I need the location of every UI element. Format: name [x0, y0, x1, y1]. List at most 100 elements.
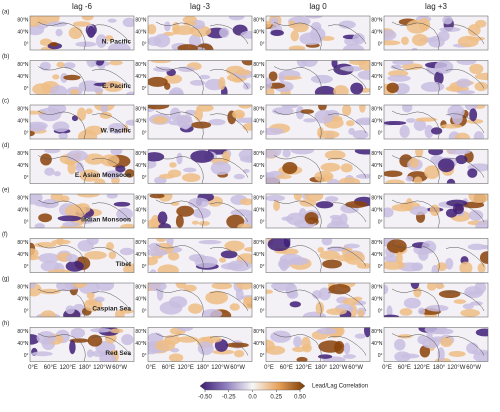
correlation-blob [315, 301, 325, 315]
correlation-blob [466, 118, 484, 124]
coastline [391, 21, 485, 50]
correlation-blob [86, 60, 97, 68]
correlation-blob [317, 246, 324, 253]
correlation-blob [273, 200, 281, 212]
correlation-blob [440, 123, 462, 129]
correlation-blob [84, 251, 107, 260]
y-label: 0° [260, 264, 265, 270]
correlation-blob [467, 243, 487, 251]
map-frame [147, 60, 253, 95]
coastline [37, 333, 131, 362]
correlation-blob [406, 118, 416, 123]
correlation-blob [49, 85, 68, 95]
correlation-blob [77, 240, 94, 252]
map-panel [265, 149, 371, 184]
y-label: 0° [24, 86, 29, 92]
y-label: 80°N [135, 329, 147, 335]
correlation-blob [446, 178, 456, 184]
map-frame [147, 327, 253, 362]
correlation-blob [168, 251, 180, 261]
field [391, 327, 488, 362]
correlation-blob [66, 150, 88, 162]
region-name: Red Sea [105, 350, 131, 357]
map-panel [29, 282, 135, 318]
map-frame [383, 238, 489, 273]
correlation-blob [30, 110, 45, 115]
correlation-blob [437, 158, 455, 173]
map-frame [29, 60, 135, 95]
map-panel [147, 238, 253, 273]
correlation-blob [342, 44, 365, 50]
y-label: 80°N [371, 17, 383, 23]
correlation-blob [411, 33, 428, 47]
x-label: 0°E [382, 365, 392, 371]
map-panel [147, 193, 253, 229]
x-label: 60°E [44, 365, 57, 371]
correlation-blob [192, 207, 211, 219]
row-letter: (c) [2, 99, 9, 105]
correlation-blob [123, 263, 134, 273]
correlation-blob [457, 35, 479, 48]
correlation-blob [384, 207, 394, 218]
correlation-blob [175, 214, 184, 228]
y-label: 0° [142, 353, 147, 359]
y-label: 0° [142, 219, 147, 225]
correlation-blob [354, 333, 366, 339]
correlation-blob [53, 171, 61, 177]
correlation-blob [56, 238, 64, 246]
map-frame [147, 193, 253, 229]
correlation-blob [57, 215, 82, 222]
row-letter: (d) [2, 143, 9, 149]
correlation-blob [237, 223, 252, 228]
correlation-blob [190, 150, 214, 163]
correlation-blob [278, 74, 286, 82]
correlation-blob [399, 308, 413, 316]
correlation-blob [95, 283, 115, 292]
correlation-blob [175, 114, 192, 123]
correlation-blob [183, 21, 197, 26]
y-label: 80°N [135, 17, 147, 23]
y-label: 0° [260, 130, 265, 136]
correlation-blob [436, 262, 447, 272]
correlation-blob [266, 20, 272, 28]
y-label: 40°N [253, 296, 265, 302]
x-label: 60°E [162, 365, 175, 371]
x-label: 60°E [398, 365, 411, 371]
correlation-blob [266, 289, 274, 294]
y-label: 80°N [17, 106, 29, 112]
correlation-blob [99, 111, 112, 119]
correlation-blob [315, 201, 334, 209]
correlation-blob [320, 162, 341, 172]
correlation-blob [424, 124, 434, 139]
correlation-blob [453, 299, 467, 304]
correlation-blob [413, 176, 423, 184]
correlation-blob [107, 42, 131, 50]
correlation-blob [460, 309, 481, 317]
colorbar-tick-label: 0.50 [294, 395, 306, 401]
map-panel [383, 60, 489, 95]
correlation-blob [109, 349, 119, 356]
correlation-blob [401, 36, 409, 46]
correlation-blob [148, 248, 168, 257]
correlation-blob [411, 47, 418, 50]
y-label: 40°N [253, 29, 265, 35]
y-label: 80°N [253, 195, 265, 201]
y-label: 40°N [371, 163, 383, 169]
correlation-blob [467, 168, 478, 178]
coastline [37, 288, 131, 317]
correlation-blob [30, 130, 35, 137]
y-label: 80°N [135, 62, 147, 68]
y-label: 40°N [17, 29, 29, 35]
correlation-blob [282, 162, 298, 174]
region-name: Caspian Sea [92, 306, 131, 313]
y-label: 40°N [253, 163, 265, 169]
map-frame [265, 149, 371, 184]
correlation-blob [384, 29, 397, 41]
correlation-blob [72, 283, 87, 289]
correlation-blob [210, 161, 231, 176]
correlation-blob [402, 105, 413, 113]
correlation-blob [266, 175, 281, 184]
y-label: 40°N [371, 341, 383, 347]
column-header: lag -3 [190, 2, 211, 11]
correlation-blob [290, 30, 299, 42]
